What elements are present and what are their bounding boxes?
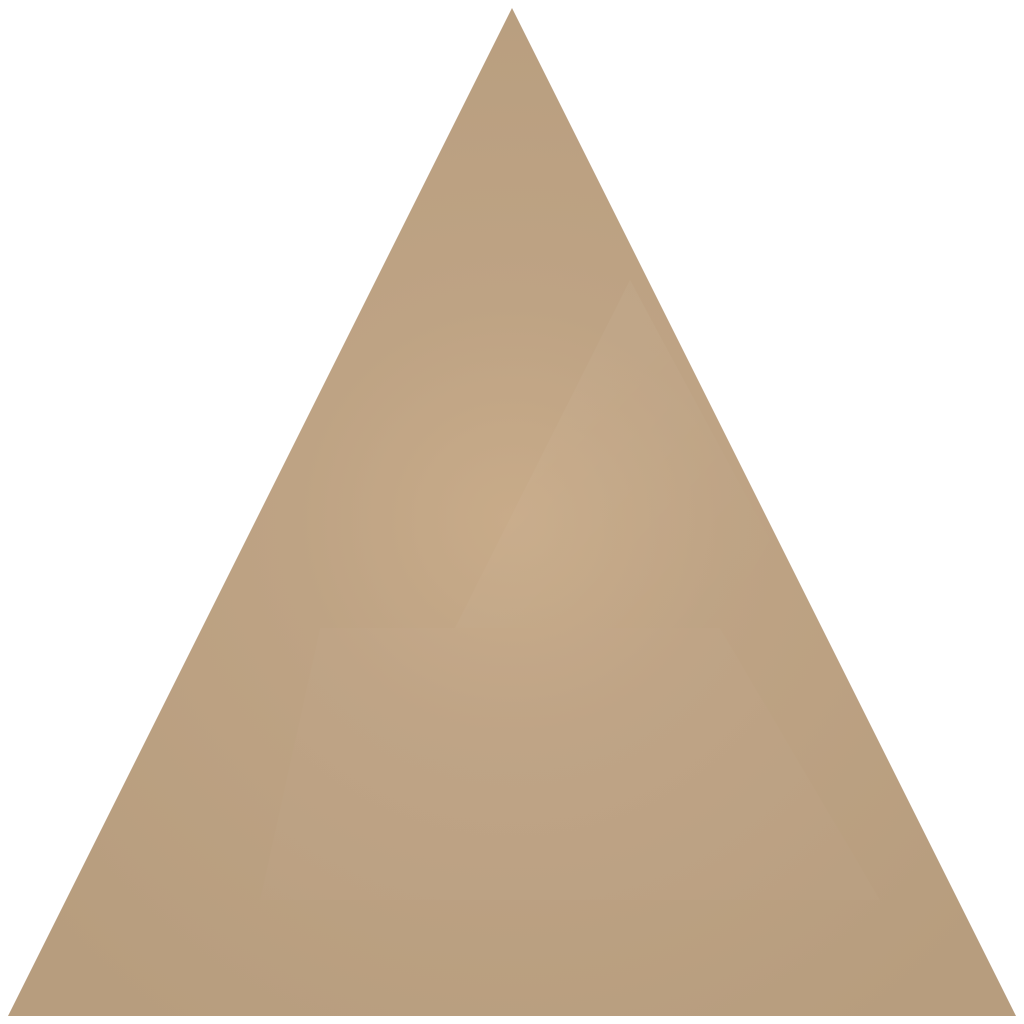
- triangle-shape: [8, 8, 1016, 1016]
- triangle-facet-upper: [455, 280, 770, 628]
